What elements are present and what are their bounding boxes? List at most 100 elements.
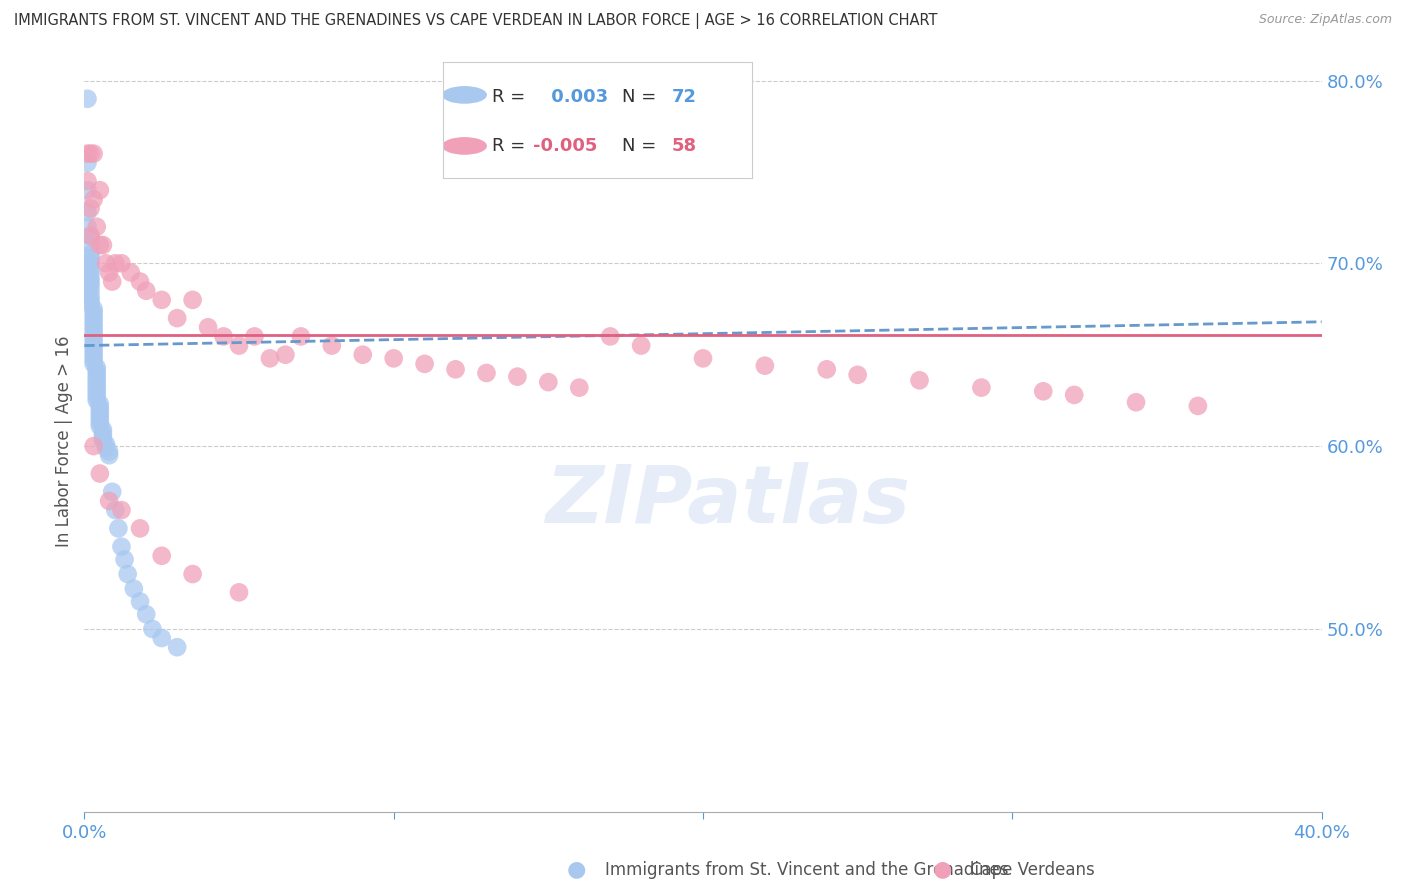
- Text: N =: N =: [623, 137, 662, 155]
- Point: [98, 444, 121, 458]
- Y-axis label: In Labor Force | Age > 16: In Labor Force | Age > 16: [55, 335, 73, 548]
- Point: [181, 567, 204, 582]
- Point: [599, 329, 621, 343]
- Point: [117, 567, 139, 582]
- Point: [89, 397, 111, 411]
- Point: [754, 359, 776, 373]
- Text: -0.005: -0.005: [533, 137, 598, 155]
- Point: [79, 228, 101, 243]
- Point: [83, 313, 105, 327]
- Point: [110, 540, 132, 554]
- Point: [98, 265, 121, 279]
- Point: [79, 251, 101, 265]
- Point: [79, 284, 101, 298]
- Point: [1187, 399, 1209, 413]
- Point: [83, 343, 105, 357]
- Point: [98, 494, 121, 508]
- Point: [382, 351, 405, 366]
- Point: [91, 238, 114, 252]
- Point: [83, 439, 105, 453]
- Point: [83, 327, 105, 342]
- Point: [98, 448, 121, 462]
- Point: [83, 192, 105, 206]
- Point: [166, 311, 188, 326]
- Point: [89, 238, 111, 252]
- Point: [228, 338, 250, 352]
- Point: [83, 338, 105, 352]
- Point: [79, 271, 101, 285]
- Point: [86, 219, 108, 234]
- Point: [89, 408, 111, 422]
- Point: [506, 369, 529, 384]
- Point: [89, 401, 111, 415]
- Point: [1063, 388, 1085, 402]
- Point: [83, 317, 105, 331]
- Point: [86, 375, 108, 389]
- Point: [135, 607, 157, 622]
- Point: [86, 386, 108, 401]
- Point: [79, 278, 101, 293]
- Point: [86, 368, 108, 382]
- Point: [120, 265, 142, 279]
- Point: [83, 320, 105, 334]
- Text: 58: 58: [672, 137, 697, 155]
- Point: [197, 320, 219, 334]
- Point: [94, 441, 117, 455]
- Point: [444, 362, 467, 376]
- Point: [101, 484, 124, 499]
- Point: [89, 411, 111, 425]
- Point: [83, 346, 105, 360]
- Point: [1032, 384, 1054, 399]
- Point: [79, 261, 101, 276]
- Point: [150, 293, 173, 307]
- Point: [243, 329, 266, 343]
- Point: [89, 415, 111, 429]
- Point: [76, 219, 98, 234]
- Text: ●: ●: [567, 860, 586, 880]
- Point: [79, 146, 101, 161]
- Text: Cape Verdeans: Cape Verdeans: [970, 861, 1095, 879]
- Point: [122, 582, 145, 596]
- Point: [76, 205, 98, 219]
- Point: [83, 301, 105, 316]
- Point: [83, 331, 105, 345]
- Text: R =: R =: [492, 88, 531, 106]
- Point: [79, 275, 101, 289]
- Point: [79, 256, 101, 270]
- Point: [79, 265, 101, 279]
- Point: [76, 183, 98, 197]
- Point: [79, 238, 101, 252]
- Point: [91, 430, 114, 444]
- Point: [94, 256, 117, 270]
- Point: [114, 552, 136, 566]
- Point: [212, 329, 235, 343]
- Point: [79, 228, 101, 243]
- Point: [91, 426, 114, 441]
- Point: [76, 155, 98, 169]
- Point: [290, 329, 312, 343]
- Point: [89, 183, 111, 197]
- Circle shape: [443, 137, 486, 154]
- Point: [83, 353, 105, 368]
- Point: [630, 338, 652, 352]
- Text: 0.003: 0.003: [546, 88, 607, 106]
- Point: [83, 334, 105, 349]
- Point: [79, 293, 101, 307]
- Point: [110, 256, 132, 270]
- Point: [537, 375, 560, 389]
- Point: [86, 383, 108, 397]
- Point: [83, 310, 105, 324]
- Point: [135, 284, 157, 298]
- Text: Immigrants from St. Vincent and the Grenadines: Immigrants from St. Vincent and the Gren…: [605, 861, 1008, 879]
- Point: [86, 378, 108, 392]
- Point: [91, 434, 114, 448]
- Point: [107, 521, 129, 535]
- Point: [79, 202, 101, 216]
- Point: [83, 324, 105, 338]
- Point: [86, 360, 108, 375]
- Point: [166, 640, 188, 655]
- Point: [83, 146, 105, 161]
- Point: [76, 174, 98, 188]
- Point: [129, 521, 152, 535]
- Point: [94, 437, 117, 451]
